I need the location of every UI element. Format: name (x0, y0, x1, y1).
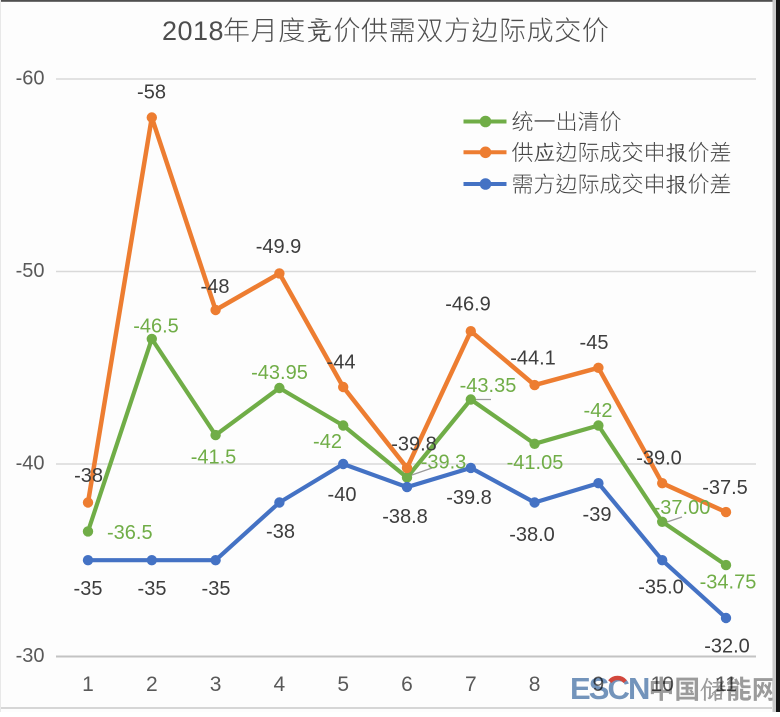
svg-text:-35.0: -35.0 (638, 577, 684, 599)
svg-text:-39: -39 (583, 504, 612, 526)
svg-text:-38: -38 (266, 521, 295, 543)
svg-text:-42: -42 (313, 431, 342, 453)
svg-text:-50: -50 (16, 260, 45, 282)
svg-text:9: 9 (593, 673, 605, 696)
svg-text:-39.0: -39.0 (636, 448, 682, 470)
svg-text:3: 3 (210, 673, 222, 696)
svg-text:-43.35: -43.35 (460, 375, 517, 397)
svg-text:-35: -35 (202, 578, 231, 600)
svg-text:-30: -30 (16, 645, 45, 667)
svg-text:-49.9: -49.9 (256, 236, 302, 258)
svg-text:-38.0: -38.0 (509, 524, 555, 546)
svg-text:-32.0: -32.0 (704, 636, 750, 658)
svg-text:8: 8 (529, 673, 541, 696)
svg-text:-36.5: -36.5 (107, 522, 153, 544)
svg-text:-42: -42 (584, 400, 613, 422)
svg-text:-40: -40 (16, 453, 45, 475)
svg-text:7: 7 (465, 673, 477, 696)
svg-text:-39.3: -39.3 (421, 452, 467, 474)
svg-text:1: 1 (82, 673, 94, 696)
svg-text:-38: -38 (74, 465, 103, 487)
svg-text:ESCN: ESCN (570, 671, 649, 706)
svg-text:-46.9: -46.9 (445, 294, 491, 316)
svg-text:-60: -60 (16, 68, 45, 90)
svg-text:-34.75: -34.75 (700, 572, 757, 594)
svg-text:2018: 2018 (162, 16, 224, 46)
svg-text:-46.5: -46.5 (133, 316, 179, 338)
svg-text:-35: -35 (138, 578, 167, 600)
svg-text:-38.8: -38.8 (382, 506, 428, 528)
svg-text:-43.95: -43.95 (251, 362, 308, 384)
svg-text:-37.5: -37.5 (702, 477, 748, 499)
svg-text:-58: -58 (137, 82, 166, 104)
svg-text:-44: -44 (327, 352, 356, 374)
svg-text:4: 4 (274, 673, 286, 696)
svg-text:-37.00: -37.00 (654, 497, 711, 519)
svg-text:-41.5: -41.5 (191, 447, 237, 469)
svg-text:6: 6 (401, 673, 413, 696)
svg-text:-44.1: -44.1 (510, 348, 556, 370)
svg-text:-41.05: -41.05 (507, 452, 564, 474)
svg-text:-39.8: -39.8 (391, 434, 437, 456)
svg-text:-45: -45 (580, 332, 609, 354)
svg-text:-40: -40 (328, 484, 357, 506)
svg-text:-48: -48 (201, 276, 230, 298)
svg-text:2: 2 (146, 673, 158, 696)
svg-text:-35: -35 (74, 578, 103, 600)
svg-text:-39.8: -39.8 (446, 487, 492, 509)
svg-text:5: 5 (337, 673, 349, 696)
